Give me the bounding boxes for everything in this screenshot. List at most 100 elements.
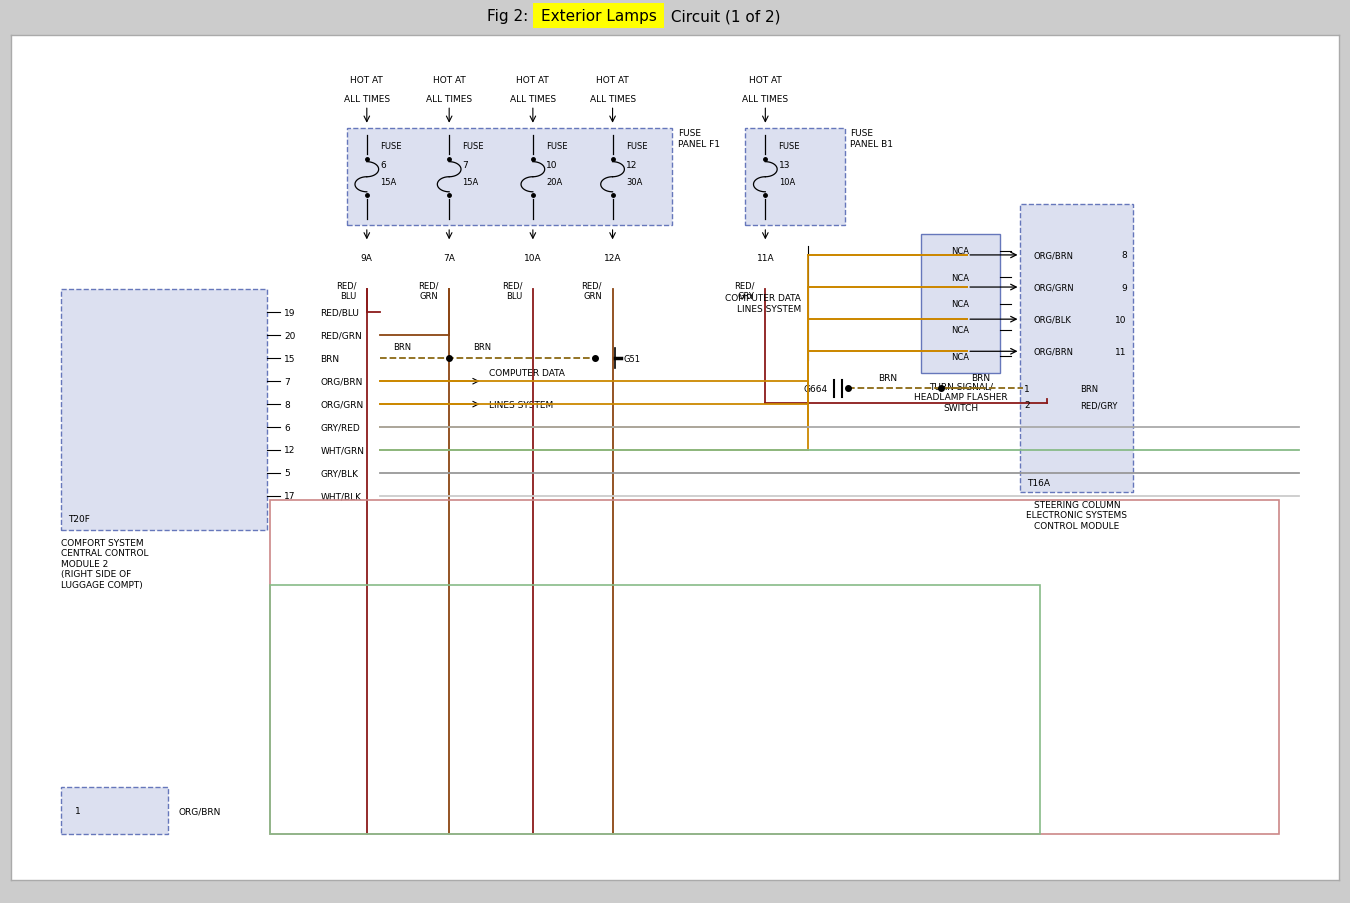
Text: 10: 10 (547, 161, 558, 170)
Text: 10A: 10A (524, 254, 541, 263)
Text: ORG/BRN: ORG/BRN (1034, 251, 1073, 260)
Bar (270, 585, 1041, 834)
Text: FUSE: FUSE (547, 142, 567, 151)
Text: 1: 1 (74, 806, 80, 815)
Bar (921, 235, 1000, 374)
Bar (745, 129, 845, 226)
Bar (270, 500, 1280, 834)
Text: HOT AT: HOT AT (517, 76, 549, 85)
Text: 13: 13 (779, 161, 790, 170)
Text: ALL TIMES: ALL TIMES (590, 95, 636, 104)
Text: FUSE: FUSE (626, 142, 648, 151)
Text: FUSE: FUSE (779, 142, 801, 151)
Text: RED/
BLU: RED/ BLU (502, 281, 522, 301)
Text: FUSE: FUSE (463, 142, 483, 151)
Text: 2: 2 (1025, 401, 1030, 410)
Text: ORG/BRN: ORG/BRN (178, 806, 220, 815)
Text: 15A: 15A (463, 178, 479, 187)
Text: 6: 6 (381, 161, 386, 170)
Text: G664: G664 (803, 385, 828, 394)
Text: ORG/BLK: ORG/BLK (1034, 315, 1072, 324)
Text: ORG/GRN: ORG/GRN (320, 400, 363, 409)
Text: BRN: BRN (474, 343, 491, 352)
Text: 1: 1 (1025, 385, 1030, 394)
Text: FUSE
PANEL F1: FUSE PANEL F1 (678, 129, 720, 148)
Text: 20: 20 (285, 331, 296, 340)
Text: COMPUTER DATA
LINES SYSTEM: COMPUTER DATA LINES SYSTEM (725, 294, 801, 313)
Text: BRN: BRN (394, 343, 412, 352)
Text: NCA: NCA (952, 274, 969, 283)
Text: Circuit (1 of 2): Circuit (1 of 2) (666, 9, 780, 24)
Text: 15A: 15A (381, 178, 397, 187)
Text: 9A: 9A (360, 254, 373, 263)
Text: Exterior Lamps: Exterior Lamps (541, 9, 657, 24)
Text: 11: 11 (1115, 348, 1127, 357)
Text: NCA: NCA (952, 247, 969, 256)
Text: 20A: 20A (547, 178, 563, 187)
Text: BRN: BRN (878, 373, 898, 382)
Text: 7: 7 (463, 161, 468, 170)
Text: HOT AT: HOT AT (597, 76, 629, 85)
Text: 5: 5 (285, 469, 290, 478)
Bar (1021, 205, 1133, 492)
Text: 7A: 7A (443, 254, 455, 263)
Text: RED/
GRN: RED/ GRN (582, 281, 602, 301)
Text: LINES SYSTEM: LINES SYSTEM (489, 400, 554, 409)
Text: T20F: T20F (68, 515, 90, 523)
Text: RED/
GRN: RED/ GRN (418, 281, 439, 301)
Text: RED/GRY: RED/GRY (1080, 401, 1118, 410)
FancyBboxPatch shape (533, 4, 664, 30)
Text: COMFORT SYSTEM
CENTRAL CONTROL
MODULE 2
(RIGHT SIDE OF
LUGGAGE COMPT): COMFORT SYSTEM CENTRAL CONTROL MODULE 2 … (61, 538, 148, 589)
Text: FUSE: FUSE (381, 142, 401, 151)
Text: GRY/BLK: GRY/BLK (320, 469, 358, 478)
Text: NCA: NCA (952, 352, 969, 361)
Text: 19: 19 (285, 309, 296, 318)
Text: Fig 2:: Fig 2: (487, 9, 533, 24)
Text: ALL TIMES: ALL TIMES (344, 95, 390, 104)
Text: 30A: 30A (626, 178, 643, 187)
Text: TURN SIGNAL/
HEADLAMP FLASHER
SWITCH: TURN SIGNAL/ HEADLAMP FLASHER SWITCH (914, 382, 1007, 412)
Text: WHT/BLK: WHT/BLK (320, 492, 362, 501)
Text: 9: 9 (1120, 284, 1127, 293)
Bar (61, 289, 267, 530)
Text: RED/
BLU: RED/ BLU (336, 281, 356, 301)
Text: 10: 10 (1115, 315, 1127, 324)
Text: RED/BLU: RED/BLU (320, 309, 359, 318)
Text: ORG/BRN: ORG/BRN (320, 377, 363, 386)
Text: BRN: BRN (320, 354, 339, 363)
Text: HOT AT: HOT AT (351, 76, 383, 85)
Text: 6: 6 (285, 424, 290, 432)
Text: NCA: NCA (952, 326, 969, 335)
Text: 7: 7 (285, 377, 290, 386)
Text: ALL TIMES: ALL TIMES (427, 95, 472, 104)
Text: 11A: 11A (756, 254, 774, 263)
Text: 10A: 10A (779, 178, 795, 187)
Text: RED/
GRY: RED/ GRY (734, 281, 755, 301)
Bar (61, 787, 167, 834)
Text: 12: 12 (626, 161, 637, 170)
Text: BRN: BRN (971, 373, 990, 382)
Text: FUSE
PANEL B1: FUSE PANEL B1 (850, 129, 894, 148)
Text: G51: G51 (624, 354, 640, 363)
Text: 12A: 12A (603, 254, 621, 263)
Text: RED/GRN: RED/GRN (320, 331, 362, 340)
Text: BRN: BRN (1080, 385, 1099, 394)
Text: 8: 8 (285, 400, 290, 409)
Text: ORG/BRN: ORG/BRN (1034, 348, 1073, 357)
Text: ALL TIMES: ALL TIMES (510, 95, 556, 104)
Text: T16A: T16A (1027, 479, 1050, 488)
Text: STEERING COLUMN
ELECTRONIC SYSTEMS
CONTROL MODULE: STEERING COLUMN ELECTRONIC SYSTEMS CONTR… (1026, 500, 1127, 530)
Text: ALL TIMES: ALL TIMES (743, 95, 788, 104)
Text: HOT AT: HOT AT (749, 76, 782, 85)
Text: WHT/GRN: WHT/GRN (320, 446, 364, 455)
Text: 8: 8 (1120, 251, 1127, 260)
Text: 12: 12 (285, 446, 296, 455)
Text: NCA: NCA (952, 300, 969, 309)
Text: ORG/GRN: ORG/GRN (1034, 284, 1075, 293)
Text: 17: 17 (285, 492, 296, 501)
Text: COMPUTER DATA: COMPUTER DATA (489, 368, 564, 377)
Text: 15: 15 (285, 354, 296, 363)
Bar (347, 129, 672, 226)
Text: GRY/RED: GRY/RED (320, 424, 360, 432)
Text: HOT AT: HOT AT (433, 76, 466, 85)
